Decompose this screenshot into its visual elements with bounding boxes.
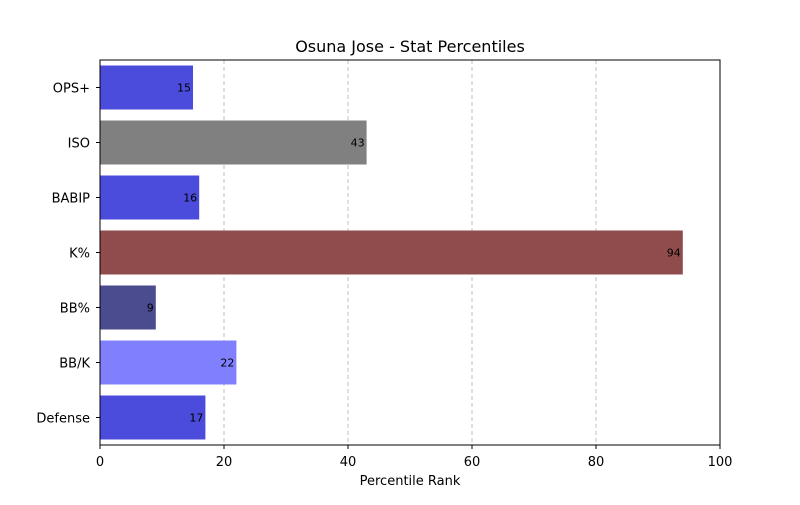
- bar-k: [100, 230, 683, 275]
- bar-value-label: 16: [183, 192, 197, 205]
- y-tick-label: BABIP: [52, 192, 91, 207]
- bar-bb: [100, 285, 156, 330]
- x-tick-label: 20: [216, 455, 233, 470]
- x-axis-label: Percentile Rank: [360, 474, 461, 489]
- bar-value-label: 43: [351, 137, 365, 150]
- bar-ops: [100, 65, 193, 110]
- y-tick-label: OPS+: [53, 82, 90, 97]
- bar-defense: [100, 395, 206, 440]
- x-tick-label: 60: [464, 455, 481, 470]
- bar-value-label: 94: [667, 247, 681, 260]
- y-tick-label: BB/K: [59, 357, 90, 372]
- y-tick-label: K%: [69, 247, 90, 262]
- x-tick-label: 40: [340, 455, 357, 470]
- y-tick-label: Defense: [36, 412, 90, 427]
- bar-babip: [100, 175, 200, 220]
- y-tick-label: ISO: [68, 137, 90, 152]
- y-axis-ticks: OPS+ ISO BABIP K% BB% BB/K Defense: [36, 82, 100, 427]
- x-tick-label: 80: [588, 455, 605, 470]
- data-labels: 15 43 16 94 9 22 17: [147, 82, 681, 425]
- bar-value-label: 9: [147, 302, 154, 315]
- bar-value-label: 15: [177, 82, 191, 95]
- x-axis-ticks: 0 20 40 60 80 100: [96, 445, 733, 470]
- x-tick-label: 0: [96, 455, 104, 470]
- bar-value-label: 17: [189, 412, 203, 425]
- x-tick-label: 100: [708, 455, 733, 470]
- bar-value-label: 22: [220, 357, 234, 370]
- y-tick-label: BB%: [60, 302, 90, 317]
- chart-title: Osuna Jose - Stat Percentiles: [295, 37, 525, 56]
- bar-bb-k: [100, 340, 237, 385]
- bar-iso: [100, 120, 367, 165]
- bars: [100, 65, 683, 440]
